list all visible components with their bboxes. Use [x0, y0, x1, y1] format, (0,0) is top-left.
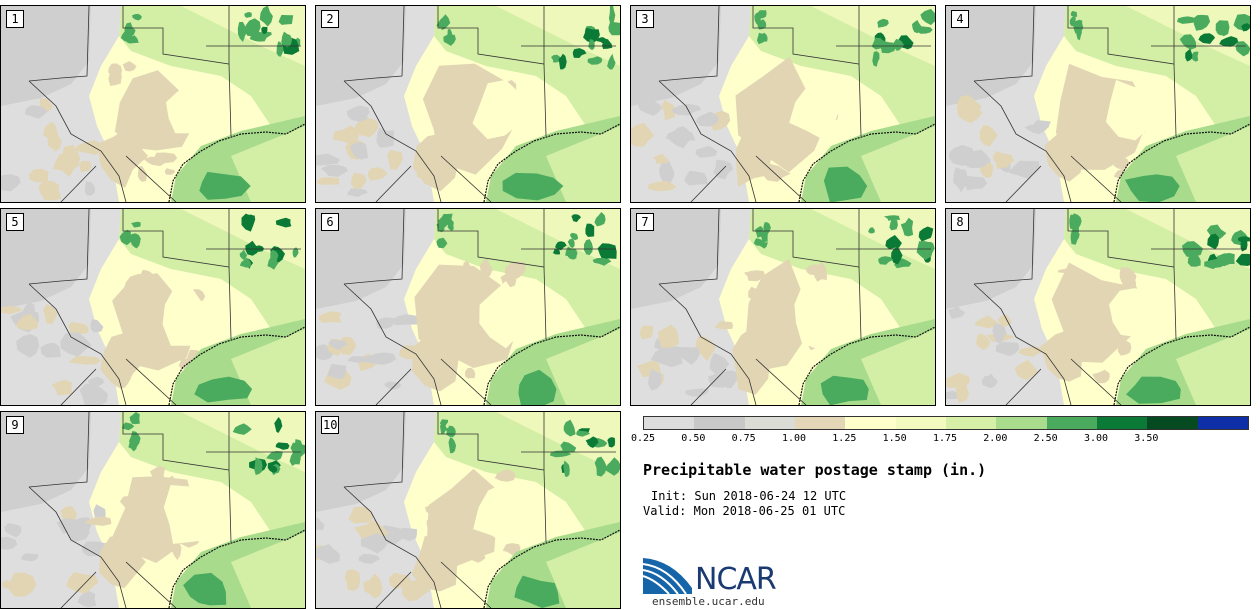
stamp-number: 4 — [951, 10, 969, 28]
init-label: Init: — [651, 489, 688, 503]
colorbar-swatch — [644, 417, 695, 429]
colorbar-tick-label: 1.25 — [832, 433, 857, 444]
colorbar-swatch — [1096, 417, 1148, 429]
postage-stamp-1: 1 — [0, 5, 306, 203]
valid-time: Valid: Mon 2018-06-25 01 UTC — [643, 504, 845, 518]
precip-water-map — [316, 6, 620, 202]
colorbar — [643, 416, 1249, 430]
stamp-number: 6 — [321, 213, 339, 231]
colorbar-tick-label: 1.75 — [932, 433, 958, 444]
colorbar-swatch — [1147, 417, 1198, 429]
colorbar-swatch — [945, 417, 997, 429]
stamp-number: 8 — [951, 213, 969, 231]
colorbar-tick-label: 0.75 — [731, 433, 756, 444]
init-time: Init: Sun 2018-06-24 12 UTC — [651, 489, 846, 503]
colorbar-tick-label: 2.50 — [1033, 433, 1058, 444]
stamp-number: 3 — [636, 10, 654, 28]
stamp-number: 1 — [6, 10, 24, 28]
colorbar-swatch — [996, 417, 1047, 429]
colorbar-tick-label: 2.00 — [983, 433, 1008, 444]
colorbar-swatch — [1046, 417, 1097, 429]
postage-stamp-2: 2 — [315, 5, 621, 203]
precip-water-map — [631, 6, 935, 202]
postage-stamp-6: 6 — [315, 208, 621, 406]
postage-stamp-4: 4 — [945, 5, 1251, 203]
colorbar-tick-label: 1.50 — [882, 433, 907, 444]
ncar-logo-text: NCAR — [695, 562, 777, 597]
stamp-number: 5 — [6, 213, 24, 231]
valid-label: Valid: — [643, 504, 687, 518]
precip-water-map — [631, 209, 935, 405]
colorbar-tick-label: 1.00 — [781, 433, 807, 444]
precip-water-map — [946, 6, 1250, 202]
postage-stamp-10: 10 — [315, 411, 621, 609]
colorbar-tick-label: 3.50 — [1134, 433, 1159, 444]
valid-value: Mon 2018-06-25 01 UTC — [693, 504, 846, 518]
colorbar-swatch — [694, 417, 745, 429]
init-value: Sun 2018-06-24 12 UTC — [694, 489, 847, 503]
stamp-number: 9 — [6, 416, 24, 434]
postage-stamp-7: 7 — [630, 208, 936, 406]
postage-stamp-9: 9 — [0, 411, 306, 609]
colorbar-tick-label: 3.00 — [1083, 433, 1109, 444]
postage-stamp-3: 3 — [630, 5, 936, 203]
precip-water-map — [1, 412, 305, 608]
precip-water-map — [1, 209, 305, 405]
colorbar-swatch — [1197, 417, 1248, 429]
stamp-number: 7 — [636, 213, 654, 231]
precip-water-map — [316, 412, 620, 608]
stamp-number: 2 — [321, 10, 339, 28]
colorbar-swatch — [895, 417, 946, 429]
colorbar-swatch — [794, 417, 846, 429]
ncar-logo-icon — [642, 558, 692, 595]
postage-stamp-5: 5 — [0, 208, 306, 406]
chart-title: Precipitable water postage stamp (in.) — [643, 461, 987, 479]
ensemble-url: ensemble.ucar.edu — [652, 595, 765, 608]
colorbar-swatch — [845, 417, 896, 429]
colorbar-tick-label: 0.50 — [681, 433, 706, 444]
precip-water-map — [1, 6, 305, 202]
precip-water-map — [316, 209, 620, 405]
colorbar-swatch — [744, 417, 795, 429]
postage-stamp-8: 8 — [945, 208, 1251, 406]
precip-water-map — [946, 209, 1250, 405]
colorbar-tick-labels: 0.25 0.50 0.75 1.00 1.25 1.50 1.75 2.00 2.50 3.00… — [630, 433, 1250, 447]
colorbar-tick-label: 0.25 — [630, 433, 656, 444]
stamp-number: 10 — [321, 416, 340, 434]
